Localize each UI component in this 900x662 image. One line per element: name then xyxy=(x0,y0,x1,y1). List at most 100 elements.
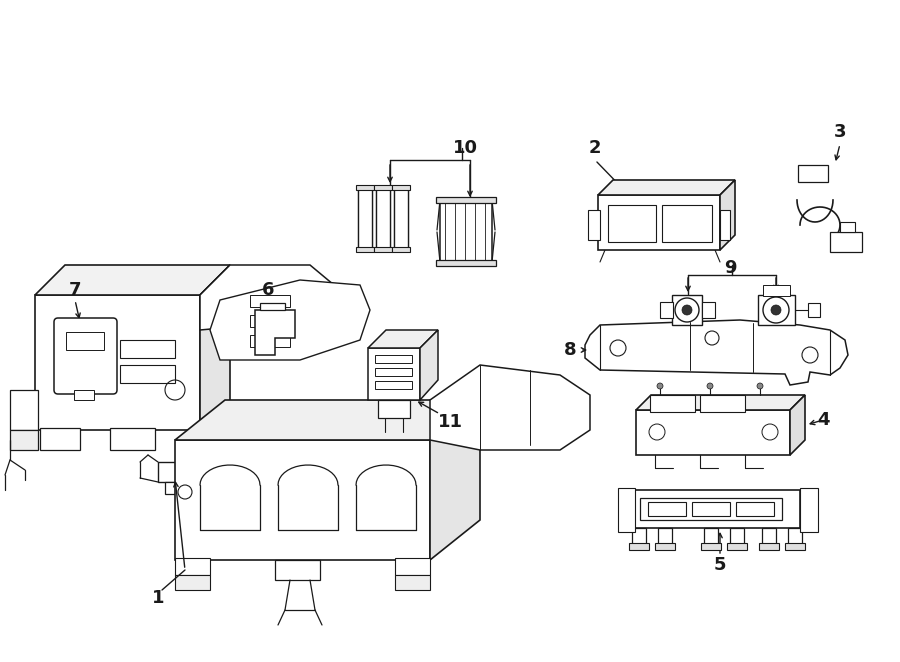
Polygon shape xyxy=(120,340,175,358)
Polygon shape xyxy=(55,340,110,358)
Circle shape xyxy=(675,298,699,322)
Polygon shape xyxy=(788,528,802,545)
Polygon shape xyxy=(378,400,410,418)
Polygon shape xyxy=(120,365,175,383)
Circle shape xyxy=(682,305,692,315)
Polygon shape xyxy=(110,428,155,450)
Polygon shape xyxy=(436,260,496,266)
Polygon shape xyxy=(374,247,392,252)
Polygon shape xyxy=(10,430,38,450)
Polygon shape xyxy=(702,302,715,318)
Polygon shape xyxy=(800,488,818,532)
Polygon shape xyxy=(720,210,730,240)
Polygon shape xyxy=(704,528,718,545)
Polygon shape xyxy=(672,295,702,325)
Polygon shape xyxy=(762,528,776,545)
Circle shape xyxy=(763,297,789,323)
Polygon shape xyxy=(730,528,744,545)
Polygon shape xyxy=(701,543,721,550)
Polygon shape xyxy=(700,395,745,412)
Polygon shape xyxy=(250,295,290,307)
Text: 5: 5 xyxy=(714,556,726,574)
Text: 10: 10 xyxy=(453,139,478,157)
Polygon shape xyxy=(260,303,285,310)
Polygon shape xyxy=(655,543,675,550)
Polygon shape xyxy=(662,205,712,242)
Polygon shape xyxy=(255,310,295,355)
Polygon shape xyxy=(840,222,855,232)
Polygon shape xyxy=(758,295,795,325)
Polygon shape xyxy=(608,205,656,242)
Polygon shape xyxy=(35,265,230,295)
Polygon shape xyxy=(727,543,747,550)
Polygon shape xyxy=(692,502,730,516)
Polygon shape xyxy=(165,482,178,494)
Polygon shape xyxy=(250,335,290,347)
Text: 11: 11 xyxy=(437,413,463,431)
Polygon shape xyxy=(785,543,805,550)
Polygon shape xyxy=(763,285,790,296)
Polygon shape xyxy=(158,462,185,482)
Polygon shape xyxy=(660,302,673,318)
Polygon shape xyxy=(650,395,695,412)
Polygon shape xyxy=(356,185,374,190)
Circle shape xyxy=(707,383,713,389)
Polygon shape xyxy=(636,410,790,455)
Polygon shape xyxy=(658,528,672,545)
Polygon shape xyxy=(720,180,735,250)
Polygon shape xyxy=(40,428,80,450)
Polygon shape xyxy=(10,390,38,430)
Polygon shape xyxy=(830,232,862,252)
Polygon shape xyxy=(392,185,410,190)
Polygon shape xyxy=(200,265,230,430)
Polygon shape xyxy=(175,400,480,440)
Text: 4: 4 xyxy=(817,411,829,429)
Polygon shape xyxy=(648,502,686,516)
Circle shape xyxy=(657,383,663,389)
Polygon shape xyxy=(250,315,290,327)
Polygon shape xyxy=(74,390,94,400)
Text: 9: 9 xyxy=(724,259,736,277)
Polygon shape xyxy=(808,303,820,317)
Polygon shape xyxy=(376,188,390,248)
Polygon shape xyxy=(175,558,210,575)
Polygon shape xyxy=(798,165,828,182)
Text: 7: 7 xyxy=(68,281,81,299)
Polygon shape xyxy=(395,575,430,590)
Polygon shape xyxy=(356,247,374,252)
Polygon shape xyxy=(275,560,320,580)
FancyBboxPatch shape xyxy=(54,318,117,394)
Text: 2: 2 xyxy=(589,139,601,157)
Polygon shape xyxy=(790,395,805,455)
Polygon shape xyxy=(420,330,438,400)
Text: 8: 8 xyxy=(563,341,576,359)
Polygon shape xyxy=(622,490,800,528)
Polygon shape xyxy=(35,295,200,430)
Polygon shape xyxy=(175,440,430,560)
Polygon shape xyxy=(430,365,590,450)
Polygon shape xyxy=(368,330,438,348)
Polygon shape xyxy=(598,180,735,195)
Text: 1: 1 xyxy=(152,589,164,607)
Polygon shape xyxy=(175,575,210,590)
Polygon shape xyxy=(394,188,408,248)
Text: 3: 3 xyxy=(833,123,846,141)
Polygon shape xyxy=(375,381,412,389)
Polygon shape xyxy=(375,368,412,376)
Polygon shape xyxy=(392,247,410,252)
Polygon shape xyxy=(210,280,370,360)
Polygon shape xyxy=(618,488,635,532)
Polygon shape xyxy=(375,355,412,363)
Polygon shape xyxy=(440,200,492,262)
Polygon shape xyxy=(358,188,372,248)
Polygon shape xyxy=(66,332,104,350)
Polygon shape xyxy=(736,502,774,516)
Polygon shape xyxy=(585,320,848,385)
Polygon shape xyxy=(598,195,720,250)
Polygon shape xyxy=(395,558,430,575)
Polygon shape xyxy=(629,543,649,550)
Circle shape xyxy=(757,383,763,389)
Polygon shape xyxy=(55,365,110,383)
Text: 6: 6 xyxy=(262,281,274,299)
Polygon shape xyxy=(632,528,646,545)
